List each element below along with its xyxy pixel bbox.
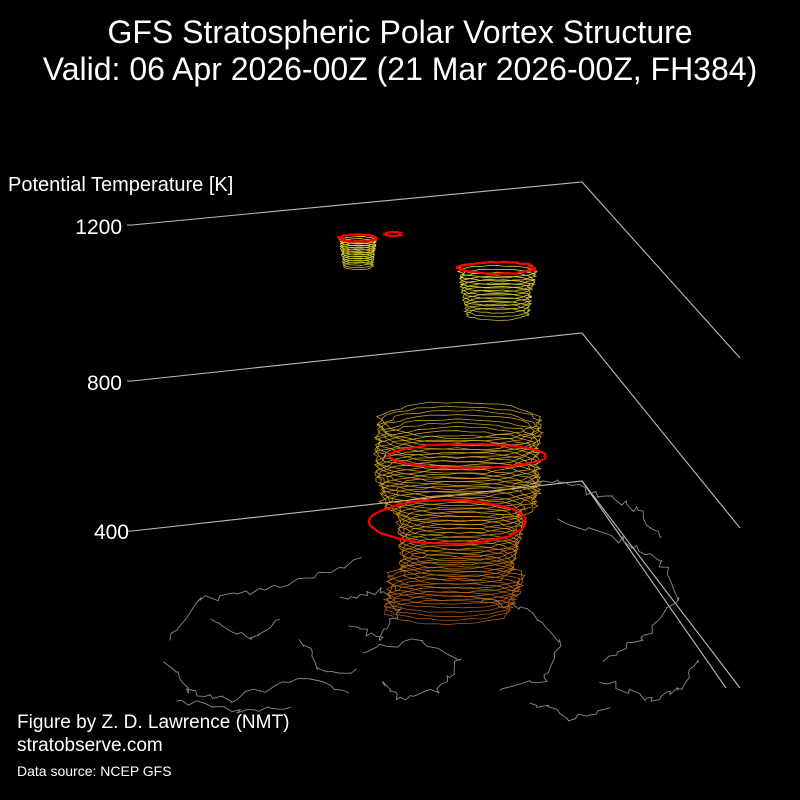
vortex-contour-low-19 <box>398 519 524 550</box>
vortex-contour-low-9 <box>386 561 526 590</box>
vortex-contour-low-25 <box>391 494 526 526</box>
coastline-4 <box>362 638 462 701</box>
coastline-2 <box>176 699 292 714</box>
vortex-fragment-right-contour-4 <box>461 293 533 307</box>
vortex-fragment-left-contour-5 <box>340 251 376 260</box>
vortex-contour-low-30 <box>380 472 542 506</box>
credit-author: Figure by Z. D. Lawrence (NMT) <box>17 712 290 733</box>
chart-title-line1: GFS Stratospheric Polar Vortex Structure <box>107 14 693 50</box>
vortex-contour-low-40 <box>375 430 540 468</box>
vortex-contour-low-46 <box>376 405 542 443</box>
vortex-fragment-right-contour-3 <box>463 297 533 311</box>
z-plane-1200 <box>131 181 741 359</box>
credit-site: stratobserve.com <box>17 735 163 756</box>
vortex-fragment-right-contour-6 <box>460 286 532 300</box>
vortex-fragment-left-edge <box>336 233 379 243</box>
vortex-fragment-left-contour-1 <box>342 259 374 268</box>
coastline-6 <box>516 479 662 539</box>
vortex-contour-low-47 <box>375 401 543 439</box>
coastlines <box>163 479 699 722</box>
z-plane-400 <box>131 480 741 689</box>
vortex-fragment-small-edge <box>381 230 404 238</box>
coastline-3 <box>339 586 403 642</box>
vortex-fragment-right-contour-9 <box>458 275 536 289</box>
vortex-fragment-right-contour-8 <box>459 279 536 293</box>
vortex-fragment-right-contour-0 <box>465 307 530 321</box>
vortex-contour-low-26 <box>384 490 539 523</box>
vortex-contour-low-33 <box>377 459 542 494</box>
vortex-fragment-right-contour-7 <box>461 282 533 296</box>
coastline-5 <box>480 598 562 691</box>
vortex-fragment-left-contour-0 <box>343 261 375 271</box>
vortex-contour-low-38 <box>373 439 538 474</box>
vortex-fragment-right-contour-5 <box>462 289 533 303</box>
axis-frame <box>127 181 741 689</box>
vortex-contour-low-11 <box>398 552 516 582</box>
vortex-fragment-right-contour-10 <box>458 271 537 286</box>
vortex-contour-low-45 <box>376 409 543 447</box>
z-tick-label-400: 400 <box>93 521 129 544</box>
vortex-contour-low-5 <box>386 577 522 605</box>
vortex-contour-low-43 <box>375 418 542 455</box>
coastline-7 <box>557 518 680 662</box>
vortex-contour-low-34 <box>374 455 540 491</box>
vortex-fragment-right-edge <box>456 260 539 276</box>
vortex-contour-low-44 <box>377 414 544 451</box>
vortex-fragment-right-contour-2 <box>463 300 531 314</box>
z-plane-800 <box>131 332 741 529</box>
z-tick-label-1200: 1200 <box>75 216 122 239</box>
vortex-fragment-left-contour-2 <box>342 257 375 266</box>
vortex-fragment-left-contour-11 <box>339 238 377 247</box>
vortex-contour-low-13 <box>399 544 517 573</box>
coastline-10 <box>210 618 280 640</box>
chart-title-line2: Valid: 06 Apr 2026-00Z (21 Mar 2026-00Z,… <box>42 51 758 87</box>
coastline-11 <box>529 702 611 722</box>
vortex-contour-low-37 <box>375 442 540 479</box>
vortex-fragment-left-contour-7 <box>340 246 376 256</box>
frame-edge-right <box>581 480 727 689</box>
vortex-fragment-left-contour-4 <box>341 253 375 262</box>
vortex-contour-low-3 <box>382 586 517 613</box>
vortex-contour-low-28 <box>381 480 538 515</box>
vortex-fragment-left-contour-9 <box>339 242 377 251</box>
vortex-contour-low-42 <box>373 421 541 459</box>
coastline-9 <box>298 639 357 674</box>
vortex-fragment-left-contour-8 <box>339 244 377 254</box>
vortex-contour-low-0 <box>383 599 510 626</box>
coastline-8 <box>599 658 699 702</box>
vortex-contour-low-12 <box>398 548 515 578</box>
credit-data-source: Data source: NCEP GFS <box>17 763 172 779</box>
coastline-1 <box>163 661 350 704</box>
vortex-edge-contour-upper <box>386 442 548 470</box>
vortex-contour-low-17 <box>397 527 521 558</box>
coastline-0 <box>169 556 362 641</box>
vortex-isosurface <box>336 230 548 626</box>
z-tick-label-800: 800 <box>86 372 122 395</box>
vortex-contour-low-14 <box>401 539 517 570</box>
vortex-edge-contour-lower <box>367 498 528 546</box>
z-axis-label: Potential Temperature [K] <box>8 174 234 196</box>
vortex-contour-low-22 <box>395 507 524 538</box>
vortex-contour-low-16 <box>398 531 519 562</box>
